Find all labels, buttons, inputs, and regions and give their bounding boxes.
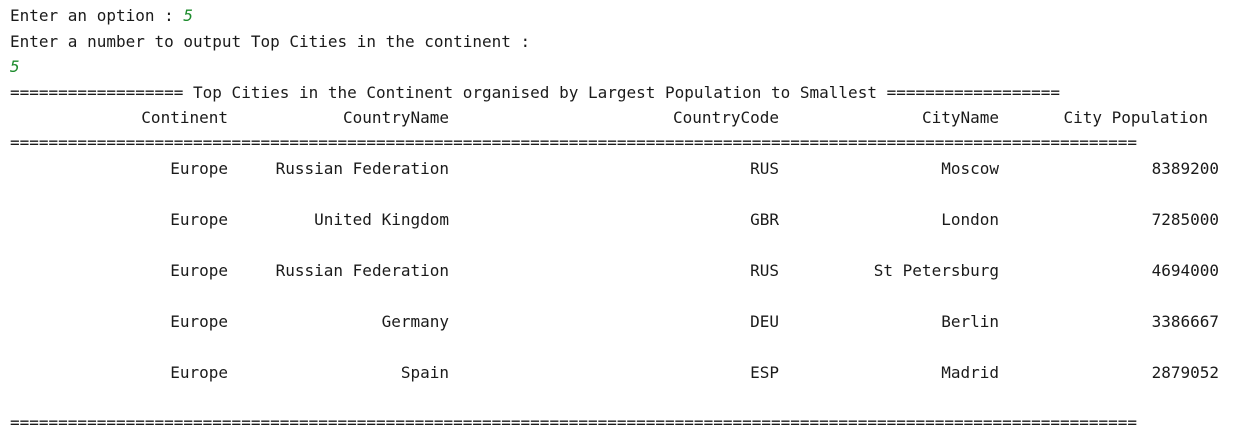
cell-city-population: 8389200 xyxy=(1151,159,1219,178)
cell-country-code: RUS xyxy=(750,261,779,280)
cell-continent: Europe xyxy=(170,159,228,178)
cell-city-name: London xyxy=(941,210,999,229)
cell-city-name: Madrid xyxy=(941,363,999,382)
cell-country-name: Germany xyxy=(381,312,449,331)
cell-continent: Europe xyxy=(170,363,228,382)
cell-city-population: 7285000 xyxy=(1151,210,1219,229)
cell-continent: Europe xyxy=(170,261,228,280)
number-input-value: 5 xyxy=(10,57,20,76)
header-country-name: CountryName xyxy=(343,108,449,127)
cell-country-code: RUS xyxy=(750,159,779,178)
option-prompt-label: Enter an option : xyxy=(10,6,184,25)
cell-country-name: Spain xyxy=(400,363,449,382)
cell-continent: Europe xyxy=(170,312,228,331)
option-prompt-line: Enter an option : 5 xyxy=(10,7,193,25)
cell-country-code: GBR xyxy=(750,210,779,229)
cell-city-population: 4694000 xyxy=(1151,261,1219,280)
header-separator: ========================================… xyxy=(10,134,1138,152)
cell-city-population: 2879052 xyxy=(1151,363,1219,382)
cell-continent: Europe xyxy=(170,210,228,229)
header-city-population: City Population xyxy=(1063,108,1209,127)
cell-city-population: 3386667 xyxy=(1151,312,1219,331)
cell-city-name: Moscow xyxy=(941,159,999,178)
table-title: ================== Top Cities in the Con… xyxy=(10,83,1060,102)
cell-city-name: Berlin xyxy=(941,312,999,331)
cell-country-name: United Kingdom xyxy=(314,210,449,229)
cell-country-name: Russian Federation xyxy=(275,261,449,280)
header-city-name: CityName xyxy=(921,108,999,127)
cell-country-name: Russian Federation xyxy=(275,159,449,178)
number-prompt-label: Enter a number to output Top Cities in t… xyxy=(10,32,531,51)
footer-separator: ========================================… xyxy=(10,414,1138,432)
cell-city-name: St Petersburg xyxy=(873,261,999,280)
option-input-value: 5 xyxy=(183,6,194,25)
header-continent: Continent xyxy=(141,108,228,127)
cell-country-code: ESP xyxy=(750,363,779,382)
cell-country-code: DEU xyxy=(750,312,779,331)
header-country-code: CountryCode xyxy=(673,108,779,127)
